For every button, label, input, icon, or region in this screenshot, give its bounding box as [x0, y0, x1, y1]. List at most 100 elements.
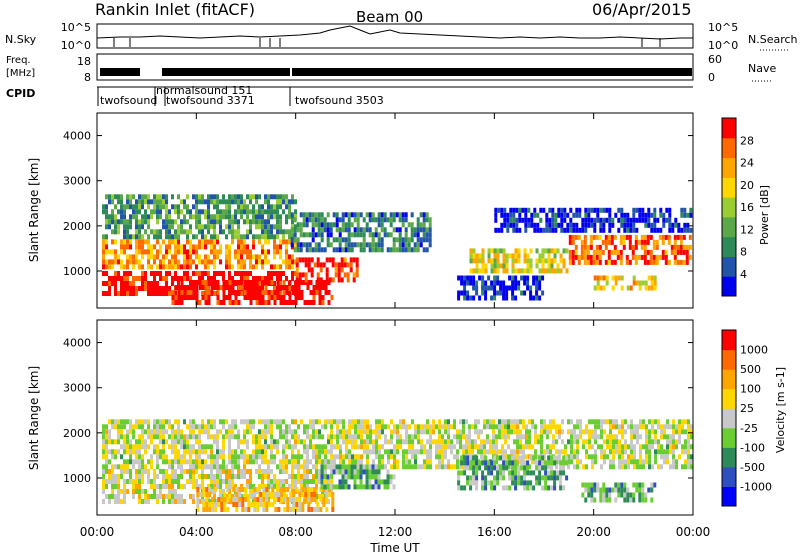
echo-cell — [207, 454, 210, 460]
echo-cell — [472, 455, 476, 461]
echo-cell — [586, 259, 590, 265]
echo-cell — [273, 204, 276, 210]
echo-cell — [345, 449, 348, 455]
echo-cell — [135, 474, 138, 479]
echo-cell — [270, 229, 273, 235]
echo-cell — [666, 439, 669, 445]
echo-cell — [177, 249, 180, 255]
echo-cell — [493, 480, 497, 486]
echo-cell — [327, 459, 330, 465]
echo-cell — [279, 249, 282, 255]
echo-cell — [526, 460, 530, 466]
echo-cell — [582, 429, 585, 435]
echo-cell — [114, 479, 117, 484]
echo-cell — [638, 212, 642, 218]
echo-cell — [240, 214, 243, 220]
echo-cell — [198, 285, 202, 290]
echo-cell — [117, 229, 120, 235]
echo-cell — [309, 469, 312, 474]
echo-cell — [235, 502, 239, 507]
echo-cell — [162, 224, 165, 230]
echo-cell — [429, 464, 432, 470]
echo-cell — [195, 459, 198, 465]
echo-cell — [141, 469, 144, 474]
echo-cell — [398, 212, 402, 218]
echo-cell — [114, 449, 117, 455]
echo-cell — [574, 254, 578, 260]
echo-cell — [481, 253, 485, 259]
echo-cell — [673, 254, 677, 260]
echo-cell — [270, 280, 274, 285]
echo-cell — [162, 264, 165, 270]
echo-cell — [632, 280, 636, 286]
echo-cell — [207, 444, 210, 450]
echo-cell — [533, 222, 537, 228]
echo-cell — [105, 434, 108, 440]
echo-cell — [621, 464, 624, 470]
echo-cell — [111, 494, 114, 499]
echo-cell — [198, 444, 201, 450]
echo-cell — [207, 286, 210, 291]
echo-cell — [359, 479, 363, 485]
echo-cell — [342, 439, 345, 445]
echo-cell — [363, 419, 366, 425]
echo-cell — [360, 459, 363, 465]
echo-cell — [205, 487, 209, 492]
colorbar-tick-label: -25 — [740, 422, 758, 435]
echo-cell — [591, 444, 594, 450]
echo-cell — [309, 424, 312, 430]
echo-cell — [666, 424, 669, 430]
echo-cell — [132, 264, 135, 270]
echo-cell — [551, 217, 555, 223]
echo-cell — [605, 487, 609, 493]
echo-cell — [144, 276, 147, 281]
echo-cell — [390, 419, 393, 425]
echo-cell — [189, 244, 192, 250]
echo-cell — [294, 271, 297, 276]
echo-cell — [669, 434, 672, 440]
echo-cell — [546, 444, 549, 450]
echo-cell — [195, 254, 198, 260]
echo-cell — [306, 434, 309, 440]
echo-cell — [180, 264, 183, 270]
echo-cell — [570, 439, 573, 445]
echo-cell — [477, 429, 480, 435]
echo-cell — [297, 454, 300, 460]
echo-cell — [551, 227, 555, 233]
echo-cell — [132, 194, 135, 200]
x-tick-label: 00:00 — [80, 525, 115, 539]
echo-cell — [207, 276, 210, 281]
echo-cell — [204, 280, 208, 285]
echo-cell — [153, 194, 156, 200]
echo-cell — [238, 497, 242, 502]
echo-cell — [219, 214, 222, 220]
echo-cell — [365, 227, 369, 233]
echo-cell — [316, 262, 320, 268]
echo-cell — [589, 244, 593, 250]
echo-cell — [267, 214, 270, 220]
echo-cell — [165, 224, 168, 230]
echo-cell — [602, 222, 606, 228]
echo-cell — [240, 239, 243, 245]
echo-cell — [198, 454, 201, 460]
echo-cell — [435, 454, 438, 460]
echo-cell — [486, 424, 489, 430]
x-tick-label: 08:00 — [278, 525, 313, 539]
echo-cell — [504, 449, 507, 455]
echo-cell — [386, 217, 390, 223]
echo-cell — [240, 285, 244, 290]
echo-cell — [583, 254, 587, 260]
echo-cell — [225, 479, 228, 484]
echo-cell — [593, 487, 597, 493]
echo-cell — [234, 214, 237, 220]
echo-cell — [189, 434, 192, 440]
echo-cell — [256, 502, 260, 507]
echo-cell — [523, 280, 527, 286]
echo-cell — [135, 219, 138, 225]
echo-cell — [231, 280, 235, 285]
echo-cell — [419, 237, 423, 243]
echo-cell — [186, 285, 190, 290]
echo-cell — [303, 429, 306, 435]
echo-cell — [588, 454, 591, 460]
